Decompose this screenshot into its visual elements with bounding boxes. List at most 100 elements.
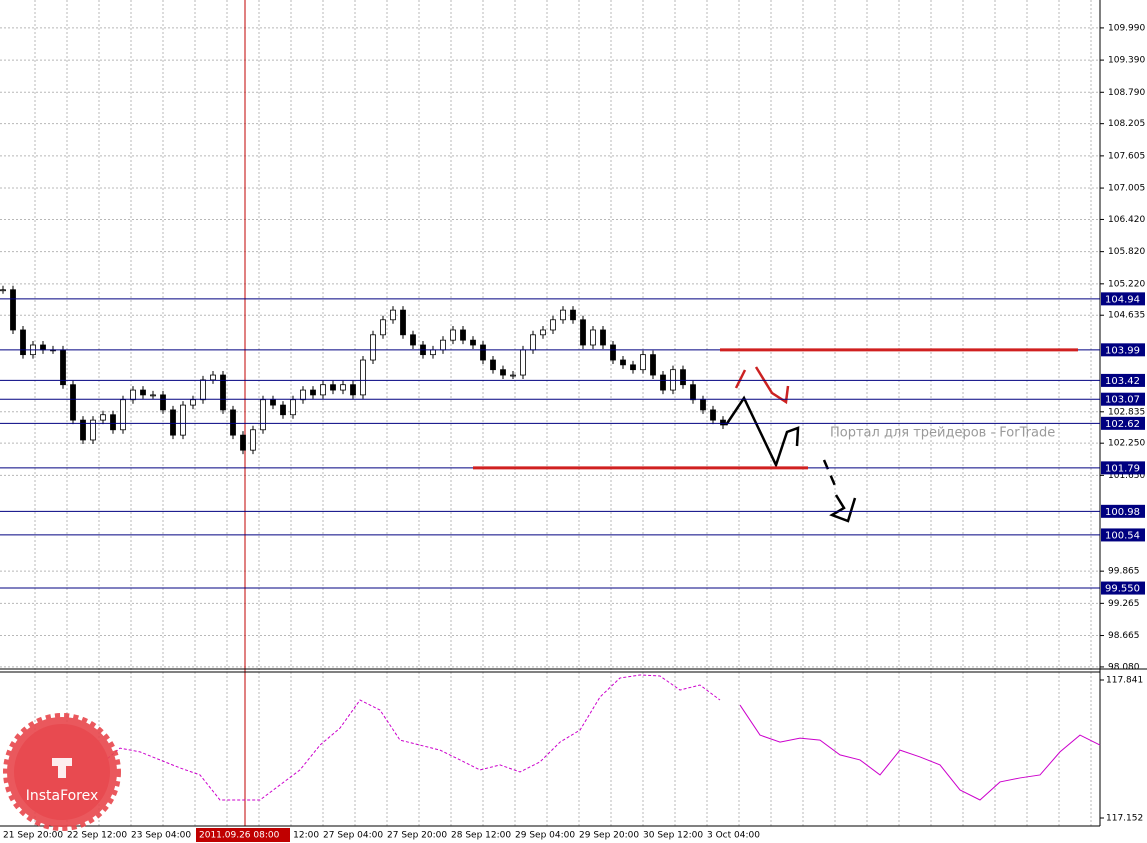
candle-body <box>350 384 356 396</box>
x-tick-label: 29 Sep 04:00 <box>515 831 575 841</box>
y-tick-label: 117.841 <box>1106 676 1143 686</box>
level-label-box <box>1101 581 1145 595</box>
candle-body <box>190 399 196 406</box>
level-label: 103.07 <box>1105 395 1140 406</box>
candle-body <box>560 309 566 321</box>
candle-body <box>60 349 66 386</box>
candle-body <box>650 354 656 376</box>
candle-body <box>400 309 406 336</box>
candle-body <box>210 374 216 381</box>
candle-body <box>180 404 186 436</box>
candle-body <box>110 414 116 431</box>
candle-body <box>330 384 336 391</box>
candle-body <box>670 369 676 391</box>
candle-body <box>480 344 486 361</box>
candle-body <box>130 389 136 401</box>
x-tick-label: 23 Sep 04:00 <box>131 831 191 841</box>
candle-body <box>430 349 436 356</box>
level-label-box <box>1101 528 1145 542</box>
level-label: 104.94 <box>1105 294 1140 305</box>
level-label-box <box>1101 373 1145 387</box>
candle-body <box>700 399 706 411</box>
candle-body <box>710 409 716 421</box>
candle-body <box>370 334 376 361</box>
x-tick-label: 30 Sep 12:00 <box>643 831 703 841</box>
y-tick-label: 105.220 <box>1108 279 1145 289</box>
candle-body <box>140 389 146 396</box>
candle-body <box>340 384 346 391</box>
x-tick-label: 22 Sep 12:00 <box>67 831 127 841</box>
candle-body <box>20 329 26 356</box>
candle-body <box>660 374 666 391</box>
level-label: 100.54 <box>1105 530 1140 541</box>
candle-body <box>600 329 606 346</box>
candle-body <box>580 319 586 346</box>
candle-body <box>280 404 286 416</box>
level-label-box <box>1101 343 1145 357</box>
candle-body <box>80 419 86 441</box>
candle-body <box>300 389 306 401</box>
candle-body <box>680 369 686 386</box>
level-label: 99.550 <box>1105 584 1140 595</box>
candle-body <box>490 359 496 371</box>
level-label-box <box>1101 392 1145 406</box>
y-tick-label: 101.650 <box>1108 471 1145 481</box>
candle-body <box>290 399 296 416</box>
candle-body <box>570 309 576 321</box>
x-tick-label: 27 Sep 04:00 <box>323 831 383 841</box>
level-label: 102.62 <box>1105 419 1140 430</box>
level-label-box <box>1101 416 1145 430</box>
cursor-time-box <box>196 828 290 842</box>
indicator-line <box>739 704 1101 801</box>
candle-body <box>240 434 246 451</box>
level-label-box <box>1101 504 1145 518</box>
y-tick-label: 98.080 <box>1108 662 1140 672</box>
y-tick-label: 107.005 <box>1108 184 1145 194</box>
y-tick-label: 106.420 <box>1108 215 1145 225</box>
candle-body <box>260 399 266 431</box>
candle-body <box>510 374 516 377</box>
candle-body <box>590 329 596 346</box>
candle-body <box>120 399 126 431</box>
candle-body <box>440 339 446 351</box>
candle-body <box>610 344 616 361</box>
y-tick-label: 99.265 <box>1108 599 1140 609</box>
candle-body <box>360 359 366 396</box>
x-tick-label: 28 Sep 12:00 <box>451 831 511 841</box>
candle-body <box>310 389 316 396</box>
candle-body <box>460 329 466 341</box>
candle-body <box>160 394 166 411</box>
watermark: Портал для трейдеров - ForTrade <box>830 426 1055 441</box>
y-tick-label: 107.605 <box>1108 151 1145 161</box>
candle-body <box>620 359 626 366</box>
level-label: 101.79 <box>1105 463 1140 474</box>
candle-body <box>150 394 156 397</box>
y-tick-label: 108.790 <box>1108 88 1145 98</box>
candle-body <box>10 289 16 331</box>
candle-body <box>100 414 106 421</box>
candle-body <box>380 319 386 336</box>
level-label-box <box>1101 292 1145 306</box>
candle-body <box>520 349 526 376</box>
candle-body <box>470 339 476 346</box>
logo-text: InstaForex <box>26 788 99 804</box>
y-tick-label: 98.665 <box>1108 631 1140 641</box>
candle-body <box>550 319 556 331</box>
candle-body <box>450 329 456 341</box>
candle-body <box>270 399 276 406</box>
candle-body <box>90 419 96 441</box>
y-tick-label: 99.865 <box>1108 567 1140 577</box>
x-tick-label: 21 Sep 20:00 <box>3 831 63 841</box>
y-tick-label: 109.390 <box>1108 56 1145 66</box>
candle-body <box>220 374 226 411</box>
candle-body <box>230 409 236 436</box>
candle-body <box>500 369 506 376</box>
candle-body <box>40 344 46 351</box>
indicator-line-dashed <box>99 674 721 801</box>
candle-body <box>170 409 176 436</box>
level-label: 100.98 <box>1105 507 1140 518</box>
candle-body <box>530 334 536 351</box>
y-tick-label: 108.205 <box>1108 119 1145 129</box>
